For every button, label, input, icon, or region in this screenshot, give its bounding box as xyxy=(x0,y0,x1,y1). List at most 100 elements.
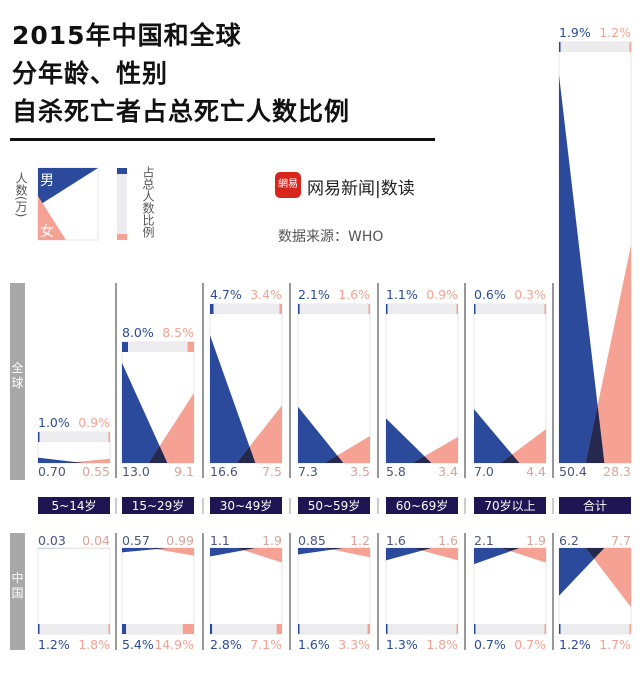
row-label-global: 全 xyxy=(11,360,23,375)
global-male-triangle xyxy=(210,335,256,463)
title-line-3: 自杀死亡者占总死亡人数比例 xyxy=(12,97,351,126)
age-label-bg xyxy=(559,497,631,514)
title-line-2: 分年龄、性别 xyxy=(12,59,169,88)
china-ratio-bar-bg xyxy=(210,624,282,634)
china-female-pct: 7.1% xyxy=(250,637,282,652)
age-label-bg xyxy=(298,497,370,514)
age-label: 15~29岁 xyxy=(132,498,185,513)
global-male-triangle xyxy=(122,362,168,463)
china-panel xyxy=(209,547,283,635)
global-ratio-bar-male xyxy=(386,304,388,314)
global-male-count: 7.3 xyxy=(298,464,318,479)
age-label: 70岁以上 xyxy=(484,498,535,513)
global-female-count: 7.5 xyxy=(262,464,282,479)
global-ratio-bar-female xyxy=(279,304,282,314)
china-female-pct: 3.3% xyxy=(338,637,370,652)
global-ratio-bar-female xyxy=(544,304,546,314)
china-male-count: 2.1 xyxy=(474,533,494,548)
global-female-count: 28.3 xyxy=(603,464,631,479)
age-label: 5~14岁 xyxy=(52,498,97,513)
global-female-triangle xyxy=(148,392,194,463)
china-male-count: 1.6 xyxy=(386,533,406,548)
china-ratio-bar-male xyxy=(122,624,127,634)
global-male-count: 16.6 xyxy=(210,464,238,479)
global-male-pct: 2.1% xyxy=(298,287,330,302)
china-ratio-bar-male xyxy=(559,624,561,634)
china-female-count: 1.2 xyxy=(350,533,370,548)
global-overlap xyxy=(500,429,520,463)
global-male-pct: 1.9% xyxy=(559,25,591,40)
global-male-triangle xyxy=(386,418,432,463)
brand-name: 网易新闻|数读 xyxy=(307,179,415,199)
china-male-triangle xyxy=(298,548,344,555)
china-ratio-bar-bg xyxy=(298,624,370,634)
row-label-global: 球 xyxy=(11,376,23,390)
china-female-count: 1.6 xyxy=(438,533,458,548)
china-male-count: 6.2 xyxy=(559,533,579,548)
global-female-pct: 1.2% xyxy=(599,25,631,40)
global-ratio-bar-bg xyxy=(386,304,458,314)
netease-logo: 網易 xyxy=(275,172,301,198)
china-male-count: 0.85 xyxy=(298,533,326,548)
china-female-triangle xyxy=(412,548,458,561)
legend-ratio-male xyxy=(117,168,127,174)
title-rule xyxy=(10,138,435,141)
china-ratio-bar-female xyxy=(108,624,110,634)
global-female-pct: 0.9% xyxy=(78,415,110,430)
china-female-triangle xyxy=(148,548,194,556)
china-male-triangle xyxy=(559,548,605,596)
global-ratio-bar-female xyxy=(368,304,370,314)
row-label-china-bg xyxy=(10,533,25,650)
china-ratio-bar-female xyxy=(629,624,631,634)
global-female-count: 3.4 xyxy=(438,464,458,479)
china-ratio-bar-female xyxy=(276,624,282,634)
china-male-pct: 1.3% xyxy=(386,637,418,652)
age-label: 30~49岁 xyxy=(220,498,273,513)
age-label: 60~69岁 xyxy=(396,498,449,513)
global-overlap xyxy=(412,436,432,463)
global-ratio-bar-bg xyxy=(210,304,282,314)
global-male-triangle xyxy=(474,409,520,463)
global-ratio-bar-bg xyxy=(122,342,194,352)
china-male-pct: 2.8% xyxy=(210,637,242,652)
legend-ratio-female xyxy=(117,234,127,240)
china-female-count: 7.7 xyxy=(611,533,631,548)
china-female-count: 1.9 xyxy=(526,533,546,548)
china-female-count: 1.9 xyxy=(262,533,282,548)
china-panel xyxy=(473,547,547,635)
china-ratio-bar-bg xyxy=(38,624,110,634)
global-male-triangle xyxy=(298,406,344,463)
china-ratio-bar-bg xyxy=(122,624,194,634)
china-ratio-bar-male xyxy=(38,624,40,634)
global-female-count: 9.1 xyxy=(174,464,194,479)
global-ratio-bar-bg xyxy=(474,304,546,314)
china-panel xyxy=(121,547,195,635)
global-female-count: 3.5 xyxy=(350,464,370,479)
global-ratio-bar-bg xyxy=(38,432,110,442)
legend-male-triangle xyxy=(38,168,98,206)
china-male-count: 1.1 xyxy=(210,533,230,548)
global-ratio-bar-male xyxy=(38,432,40,442)
china-male-pct: 1.6% xyxy=(298,637,330,652)
age-label: 50~59岁 xyxy=(308,498,361,513)
china-female-pct: 0.7% xyxy=(514,637,546,652)
china-ratio-bar-bg xyxy=(474,624,546,634)
china-female-pct: 1.8% xyxy=(78,637,110,652)
global-female-pct: 8.5% xyxy=(162,325,194,340)
china-ratio-bar-female xyxy=(544,624,546,634)
china-ratio-bar-bg xyxy=(386,624,458,634)
age-label: 合计 xyxy=(583,498,607,513)
global-female-pct: 0.9% xyxy=(426,287,458,302)
age-label-bg xyxy=(386,497,458,514)
global-female-count: 4.4 xyxy=(526,464,546,479)
china-male-triangle xyxy=(210,548,256,557)
china-female-triangle xyxy=(585,548,631,608)
global-ratio-bar-male xyxy=(474,304,476,314)
global-female-pct: 3.4% xyxy=(250,287,282,302)
global-male-pct: 4.7% xyxy=(210,287,242,302)
global-ratio-bar-female xyxy=(187,342,194,352)
china-female-pct: 1.7% xyxy=(599,637,631,652)
china-female-pct: 14.9% xyxy=(154,637,194,652)
